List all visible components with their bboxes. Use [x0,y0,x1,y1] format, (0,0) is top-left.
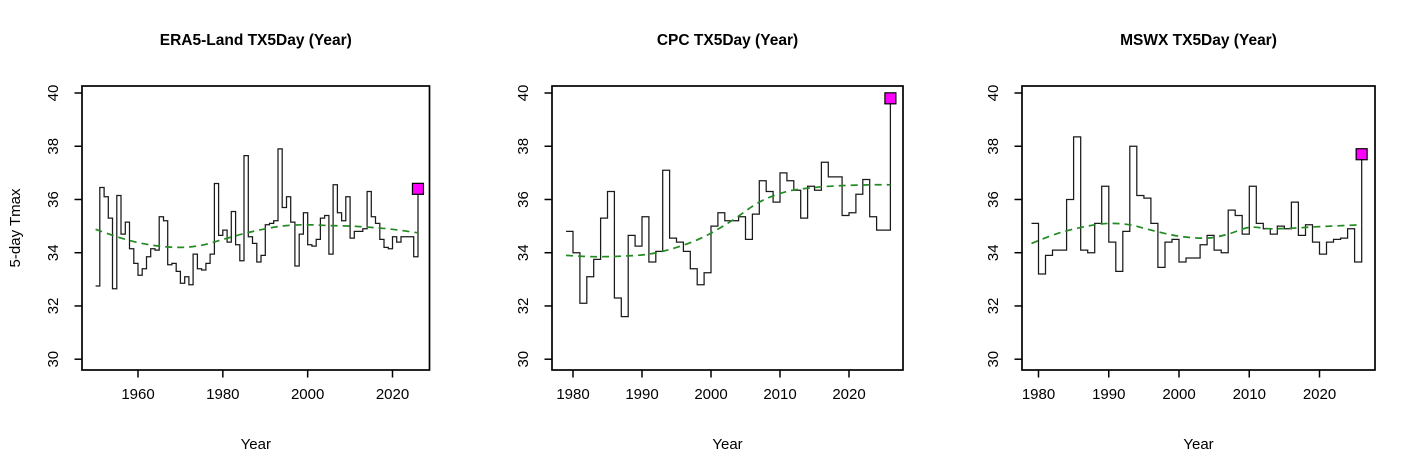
y-axis-tick-label: 38 [985,138,1002,155]
y-axis-tick-label: 38 [515,138,532,155]
x-axis-label-era5land: Year [241,436,271,453]
y-axis-tick-label: 36 [45,191,62,208]
plot-frame [1021,85,1376,371]
panel-title-era5land: ERA5-Land TX5Day (Year) [160,32,352,49]
panel-title-mswx: MSWX TX5Day (Year) [1120,32,1277,49]
y-axis-tick-label: 30 [985,351,1002,368]
trend-line [95,223,419,249]
latest-year-marker [884,92,897,105]
x-axis-tick-label: 2010 [763,386,796,403]
y-axis-tick-label: 34 [45,244,62,261]
step-series-line [95,148,419,290]
y-axis-tick-label: 32 [515,298,532,315]
y-axis-label: 5-day Tmax [7,188,24,267]
y-axis-tick-label: 36 [515,191,532,208]
y-axis-tick-label: 32 [45,298,62,315]
trend-line [1031,222,1362,245]
plot-panel-mswx: 1980 1990 2000 2010 2020 30 32 34 36 38 40 [985,85,1376,403]
y-axis-tick-label: 32 [985,298,1002,315]
x-axis-tick-label: 2020 [832,386,865,403]
x-axis-tick-label: 2000 [1162,386,1195,403]
x-axis-tick-label: 1990 [625,386,658,403]
y-axis-tick-label: 40 [515,85,532,102]
x-axis-tick-label: 2020 [1303,386,1336,403]
step-series-line [1031,136,1363,275]
x-axis-tick-label: 1980 [206,386,239,403]
y-axis-tick-label: 36 [985,191,1002,208]
latest-year-marker [1355,148,1368,161]
step-series-line [566,98,892,318]
latest-year-marker [411,182,425,195]
y-axis-tick-label: 34 [515,244,532,261]
x-axis-tick-label: 1980 [1022,386,1055,403]
y-axis-tick-label: 30 [45,351,62,368]
plot-frame [81,85,431,371]
x-axis-label-mswx: Year [1183,436,1213,453]
x-axis-tick-label: 1960 [121,386,154,403]
x-axis-label-cpc: Year [712,436,742,453]
y-axis-tick-label: 40 [985,85,1002,102]
y-axis-tick-label: 38 [45,138,62,155]
y-axis-tick-label: 40 [45,85,62,102]
x-axis-tick-label: 2010 [1233,386,1266,403]
x-axis-tick-label: 1980 [556,386,589,403]
y-axis-tick-label: 30 [515,351,532,368]
x-axis-tick-label: 2000 [291,386,324,403]
y-axis-tick-label: 34 [985,244,1002,261]
x-axis-tick-label: 2000 [694,386,727,403]
plot-panel-cpc: 1980 1990 2000 2010 2020 30 32 34 36 38 40 [515,85,904,403]
panel-title-cpc: CPC TX5Day (Year) [657,32,798,49]
x-axis-tick-label: 1990 [1092,386,1125,403]
trend-line [566,183,891,258]
x-axis-tick-label: 2020 [376,386,409,403]
plot-frame [551,85,904,371]
plot-panel-era5land: 1960 1980 2000 2020 30 32 34 36 38 40 [45,85,431,403]
